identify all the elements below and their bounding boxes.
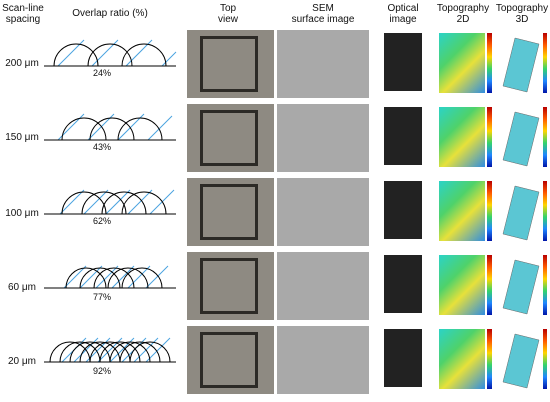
header-topography-3d: Topography 3D <box>495 3 549 25</box>
header-top-view: Top view <box>217 3 238 25</box>
topography-2d-image <box>434 30 496 98</box>
topography-2d-image <box>434 104 496 172</box>
topography-3d-image <box>497 104 550 172</box>
optical-image <box>376 326 430 394</box>
top-view-image <box>187 30 274 98</box>
sem-surface-image <box>277 30 369 98</box>
optical-image <box>376 178 430 246</box>
overlap-diagram <box>44 265 176 289</box>
header-sem-surface-image: SEM surface image <box>291 3 355 25</box>
overlap-diagram <box>44 189 176 215</box>
topography-3d-image <box>497 30 550 98</box>
topography-3d-image <box>497 252 550 320</box>
top-view-image <box>187 178 274 246</box>
topography-2d-image <box>434 178 496 246</box>
sem-surface-image <box>277 252 369 320</box>
header-overlap-ratio: Overlap ratio (%) <box>72 8 148 19</box>
topography-2d-image <box>434 252 496 320</box>
overlap-diagram <box>44 337 176 363</box>
row-spacing-label: 150 μm <box>5 132 39 143</box>
header-optical-image: Optical image <box>387 3 419 25</box>
row-spacing-label: 100 μm <box>5 208 39 219</box>
overlap-percent: 43% <box>92 142 111 152</box>
row-spacing-label: 60 μm <box>8 282 36 293</box>
header-topography-2d: Topography 2D <box>436 3 490 25</box>
overlap-percent: 62% <box>92 216 111 226</box>
optical-image <box>376 104 430 172</box>
sem-surface-image <box>277 178 369 246</box>
optical-image <box>376 252 430 320</box>
top-view-image <box>187 104 274 172</box>
sem-surface-image <box>277 104 369 172</box>
top-view-image <box>187 326 274 394</box>
row-spacing-label: 20 μm <box>8 356 36 367</box>
row-spacing-label: 200 μm <box>5 58 39 69</box>
overlap-percent: 24% <box>92 68 111 78</box>
overlap-diagram <box>44 39 177 67</box>
topography-3d-image <box>497 326 550 394</box>
topography-2d-image <box>434 326 496 394</box>
overlap-percent: 92% <box>92 366 111 376</box>
top-view-image <box>187 252 274 320</box>
optical-image <box>376 30 430 98</box>
topography-3d-image <box>497 178 550 246</box>
header-scan-line-spacing: Scan-line spacing <box>2 3 44 25</box>
overlap-percent: 77% <box>92 292 111 302</box>
overlap-diagram <box>44 113 176 141</box>
sem-surface-image <box>277 326 369 394</box>
